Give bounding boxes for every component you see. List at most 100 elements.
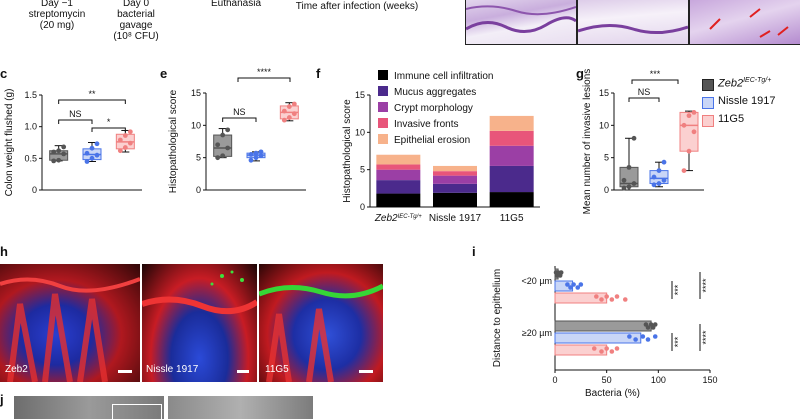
data-point-zeb2	[626, 164, 632, 170]
x-tick-label-f: 11G5	[500, 213, 524, 224]
legend-label-f: Mucus aggregates	[394, 87, 476, 98]
bar-segment-1	[433, 183, 477, 193]
bar-segment-2	[376, 169, 421, 181]
micrograph-label-nissle: Nissle 1917	[146, 364, 199, 375]
data-point-nissle	[89, 145, 95, 151]
x-tick-label-i: 50	[602, 375, 612, 385]
legend-label-f: Crypt morphology	[394, 103, 473, 114]
data-point-zeb2	[225, 127, 231, 133]
data-point-zeb2	[61, 144, 67, 150]
data-point-zeb2	[626, 184, 632, 190]
data-point-nissle	[258, 149, 264, 155]
data-point-11g5	[127, 140, 133, 146]
data-point-i	[622, 297, 628, 302]
bar-segment-4	[489, 115, 534, 131]
bar-row-4	[554, 332, 642, 344]
data-point-11g5	[281, 117, 287, 123]
data-point-i	[594, 294, 599, 299]
data-point-11g5	[691, 110, 697, 115]
em-image-2	[168, 396, 313, 419]
data-point-11g5	[127, 129, 133, 135]
red-arrow-icon	[777, 26, 789, 36]
data-point-11g5	[281, 108, 287, 114]
timeline-strep: streptomycin	[28, 9, 86, 20]
significance-bracket	[91, 127, 126, 132]
legend-label-f: Invasive fronts	[394, 119, 458, 130]
red-arrow-icon	[759, 30, 771, 38]
timeline-day0: Day 0	[122, 0, 150, 9]
histology-image-2	[577, 0, 689, 45]
legend-label-nissle: Nissle 1917	[718, 95, 776, 107]
micrograph-zeb2: Zeb2	[0, 264, 140, 382]
significance-label: *	[107, 117, 111, 127]
row-group-label-i: ≥20 µm	[522, 328, 552, 338]
bar-segment-1	[489, 165, 534, 193]
y-axis-label-g: Mean number of invasive lesions	[582, 69, 593, 215]
panel-label-j: j	[0, 392, 4, 407]
micrograph-label-11g5: 11G5	[265, 364, 289, 375]
legend-swatch-f	[378, 118, 388, 128]
data-point-i	[604, 346, 609, 351]
significance-label-i: ****	[701, 330, 711, 345]
legend-swatch-f	[378, 86, 388, 96]
data-point-nissle	[656, 181, 662, 186]
data-point-i	[571, 282, 576, 287]
y-tick-label-f: 10	[355, 127, 365, 137]
data-point-i	[614, 294, 620, 299]
y-tick-label-c: 0	[32, 185, 37, 195]
data-point-i	[578, 282, 584, 287]
data-point-nissle	[661, 159, 667, 165]
significance-label: NS	[69, 109, 82, 119]
y-tick-label-c: 1.0	[24, 122, 37, 132]
data-point-i	[558, 270, 564, 275]
data-point-i	[645, 325, 651, 330]
red-arrow-icon	[749, 8, 761, 18]
bar-row-2	[554, 292, 608, 304]
panel-label-h: h	[0, 244, 8, 259]
data-point-zeb2	[215, 142, 221, 148]
bar-row-5	[554, 344, 608, 356]
y-axis-label-i: Distance to epithelium	[492, 269, 503, 367]
data-point-11g5	[681, 122, 687, 128]
significance-bracket	[628, 97, 660, 102]
significance-label: NS	[233, 107, 246, 117]
y-tick-label-c: 1.5	[24, 90, 37, 100]
significance-label: ****	[257, 67, 272, 77]
y-tick-label-g: 15	[599, 88, 609, 98]
data-point-11g5	[291, 111, 297, 117]
timeline-bacterial: bacterial	[117, 9, 155, 20]
micrograph-11g5: 11G5	[259, 264, 383, 382]
data-point-zeb2	[56, 157, 62, 163]
significance-label-i: ****	[701, 278, 711, 293]
em-image-1	[14, 396, 164, 419]
data-point-i	[591, 346, 597, 351]
timeline-day-minus1: Day −1	[41, 0, 73, 9]
legend-label-f: Immune cell infiltration	[394, 71, 493, 82]
significance-label-i: ***	[673, 284, 683, 295]
data-point-i	[645, 337, 651, 342]
timeline-gavage: gavage	[119, 20, 153, 31]
data-point-nissle	[661, 177, 667, 183]
significance-label: ***	[650, 69, 661, 79]
x-tick-label-i: 150	[702, 375, 717, 385]
data-point-nissle	[248, 157, 254, 163]
timeline-euthanasia: Euthanasia	[210, 0, 262, 9]
data-point-11g5	[691, 129, 697, 135]
legend-label-f: Epithelial erosion	[394, 135, 470, 146]
bar-segment-3	[433, 171, 477, 176]
bar-segment-0	[376, 193, 421, 207]
y-tick-label-f: 5	[360, 165, 365, 175]
x-axis-label-i: Bacteria (%)	[585, 388, 640, 399]
data-point-i	[627, 334, 632, 339]
data-point-nissle	[651, 174, 657, 180]
y-tick-label-f: 0	[360, 202, 365, 212]
y-tick-label-e: 15	[191, 88, 201, 98]
legend-swatch-zeb2	[702, 79, 714, 91]
data-point-i	[614, 346, 620, 351]
significance-label: NS	[638, 87, 651, 97]
x-tick-label-i: 0	[552, 375, 557, 385]
significance-bracket	[58, 99, 126, 104]
data-point-11g5	[686, 148, 692, 154]
y-axis-label-f: Histopathological score	[342, 99, 353, 203]
